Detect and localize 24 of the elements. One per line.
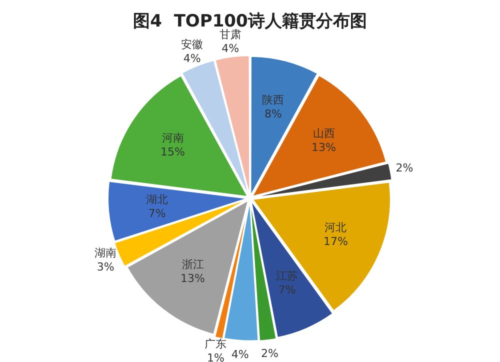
data-label: 2% <box>396 162 414 175</box>
slice-label: 江苏 <box>276 270 298 283</box>
data-label: 4% <box>231 348 249 362</box>
data-label: 1% <box>206 352 224 362</box>
data-label: 13% <box>180 272 206 285</box>
slice-label: 湖南 <box>94 246 117 260</box>
data-label: 8% <box>264 108 282 121</box>
data-label: 7% <box>148 206 166 220</box>
data-label: 7% <box>278 284 296 297</box>
data-label: 4% <box>183 52 201 65</box>
slice-label: 浙江 <box>182 258 204 271</box>
slice-label: 河南 <box>162 132 184 145</box>
slice-label: 广东 <box>204 338 227 351</box>
slice-label: 陕西 <box>262 94 284 107</box>
data-label: 2% <box>260 347 278 360</box>
slice-label: 湖北 <box>146 192 168 206</box>
data-label: 15% <box>160 146 186 159</box>
data-label: 13% <box>312 140 336 154</box>
slice-label: 山西 <box>312 126 335 140</box>
data-label: 17% <box>323 235 348 248</box>
data-label: 4% <box>222 42 240 55</box>
slice-label: 河北 <box>324 221 347 234</box>
data-label: 3% <box>96 260 114 274</box>
slice-label: 安徽 <box>181 38 204 51</box>
